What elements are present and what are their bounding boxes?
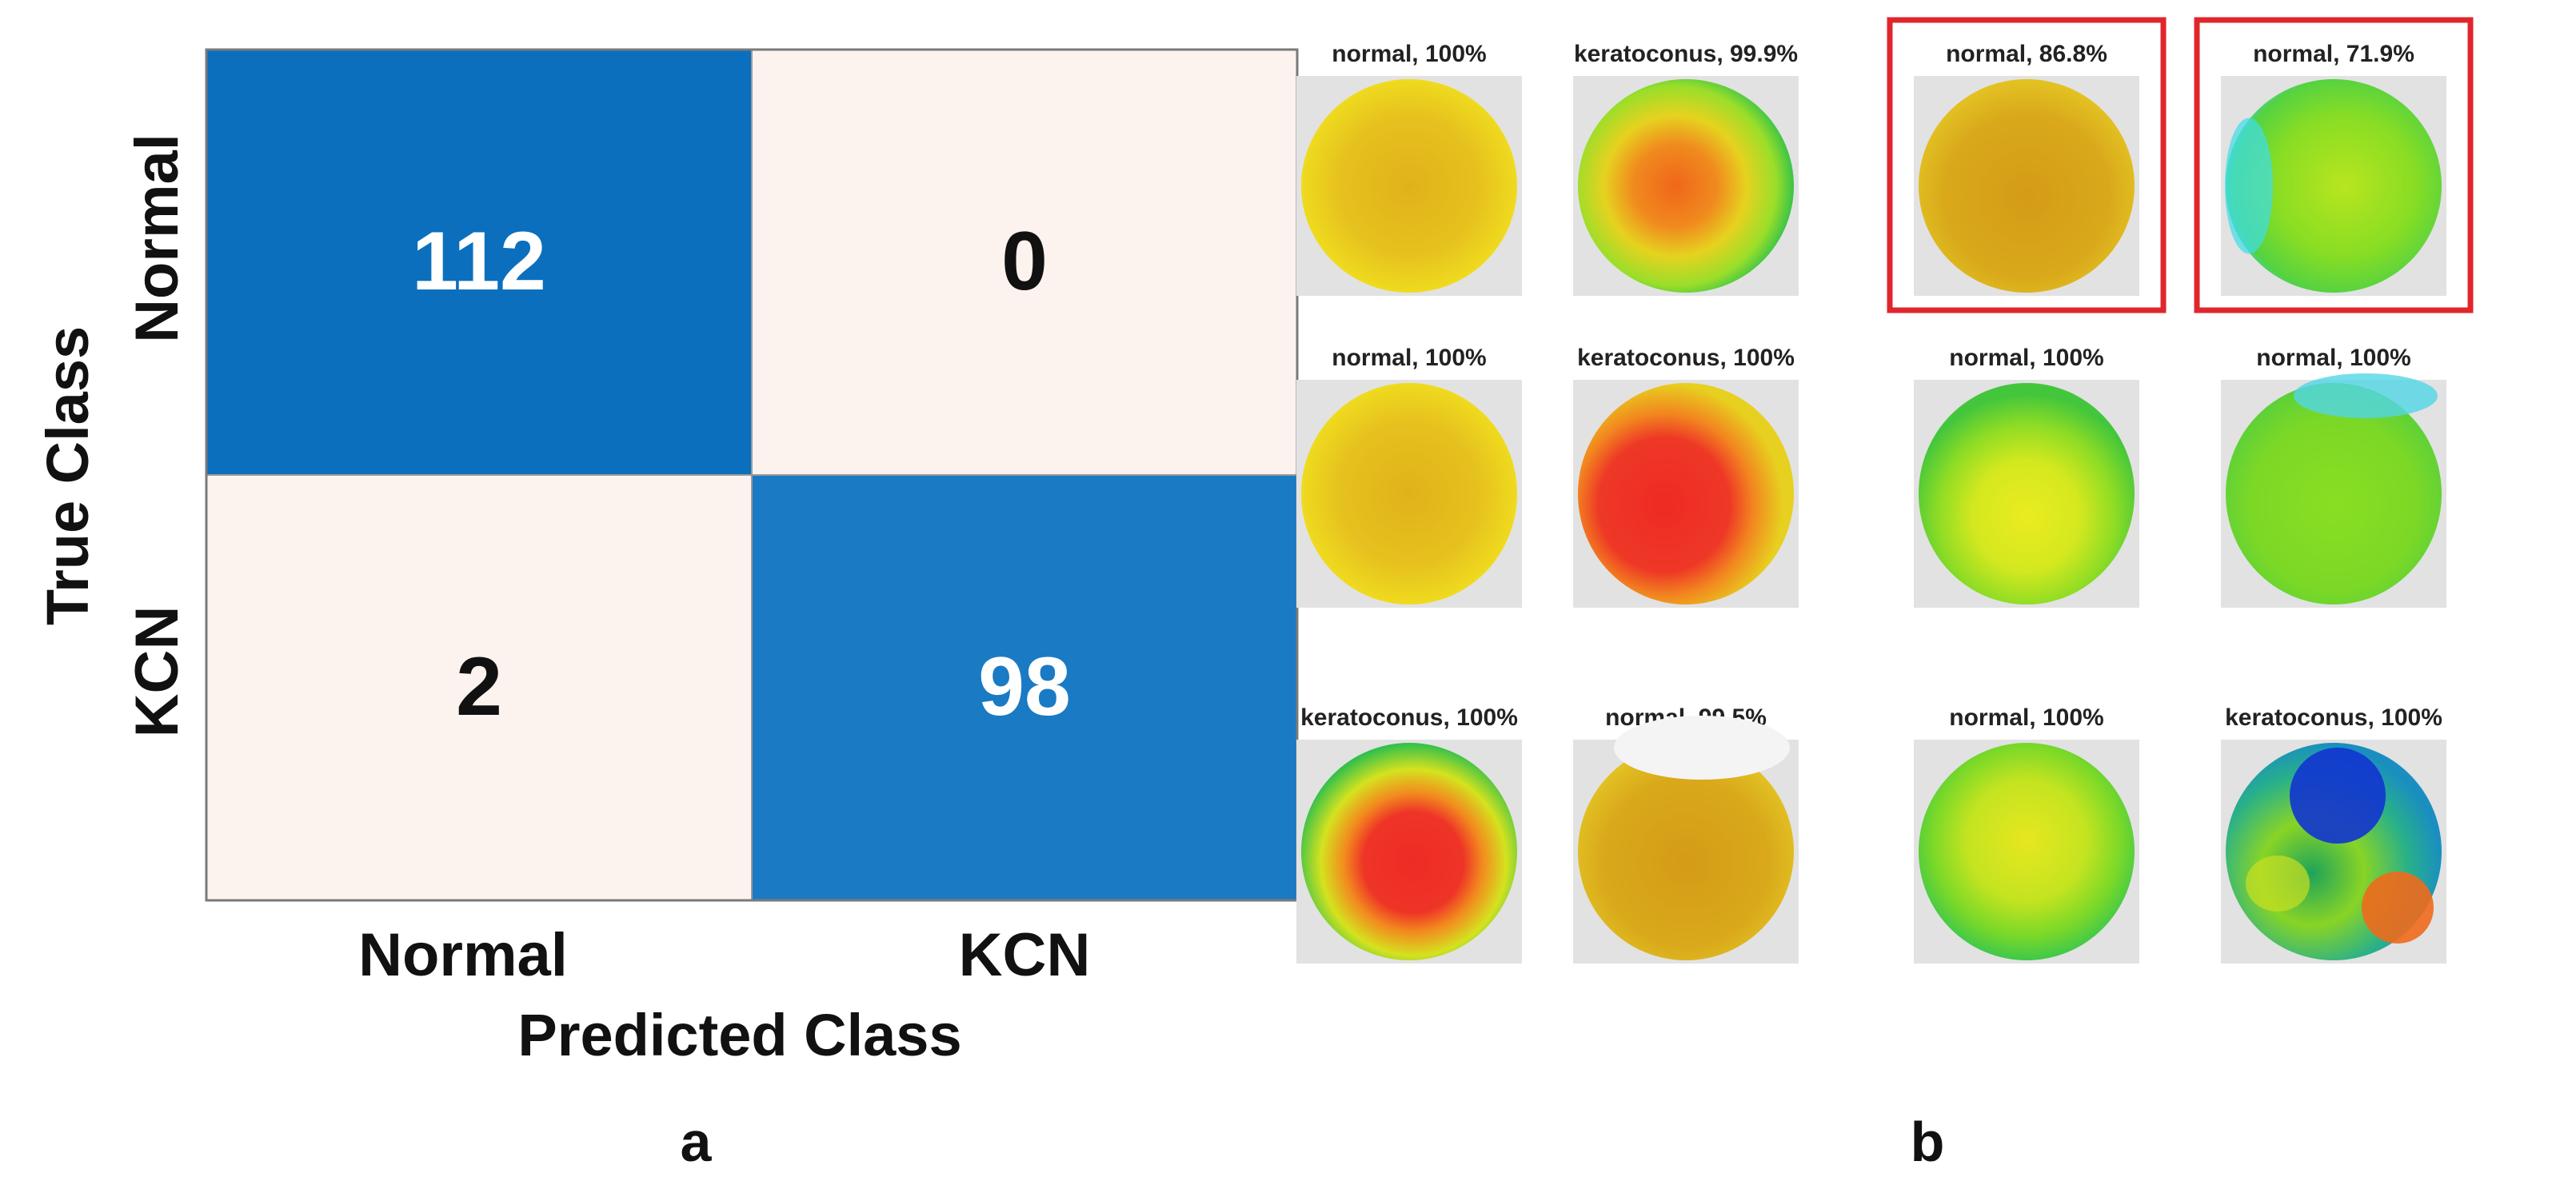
topography-accent	[2225, 118, 2273, 254]
cm-y-tick-label: KCN	[123, 606, 191, 738]
cm-x-tick-label: KCN	[959, 921, 1091, 989]
topography-accent	[1614, 716, 1790, 780]
cm-x-tick-label: Normal	[358, 921, 568, 989]
cm-cell	[751, 474, 1298, 901]
topography-map	[1301, 743, 1517, 960]
topography-map	[1919, 383, 2135, 604]
topography-map	[1578, 743, 1794, 960]
topography-label: normal, 100%	[1949, 345, 2103, 371]
topography-accent	[2294, 373, 2438, 418]
topography-map	[1919, 743, 2135, 960]
cm-cell-value: 98	[978, 640, 1071, 733]
topography-map	[1578, 383, 1794, 604]
topography-accent	[2290, 748, 2386, 844]
cm-cell-value: 112	[412, 215, 546, 308]
topography-label: keratoconus, 100%	[1577, 345, 1795, 371]
topography-map	[1919, 79, 2135, 293]
topography-label: normal, 100%	[1949, 704, 2103, 731]
panel-label-a: a	[681, 1111, 713, 1173]
topography-label: normal, 100%	[1332, 41, 1486, 67]
topography-map	[1578, 79, 1794, 293]
topography-grid: normal, 100% keratoconus, 99.9% normal, 86…	[1296, 17, 2474, 964]
topography-label: keratoconus, 99.9%	[1574, 41, 1798, 67]
cm-y-axis-title: True Class	[34, 326, 101, 625]
topography-label: normal, 100%	[2256, 345, 2410, 371]
topography-label: keratoconus, 100%	[2225, 704, 2442, 731]
cm-cell	[751, 49, 1298, 476]
topography-map	[2226, 79, 2442, 293]
cm-cell	[206, 49, 753, 476]
cm-cell	[206, 474, 753, 901]
cm-cell-value: 0	[1001, 215, 1048, 308]
highlight-box	[2194, 17, 2474, 313]
topography-label: normal, 100%	[1332, 345, 1486, 371]
topography-map	[1301, 79, 1517, 293]
topography-label: keratoconus, 100%	[1300, 704, 1518, 731]
cm-cell-value: 2	[456, 640, 502, 733]
cm-y-tick-label: Normal	[123, 134, 191, 343]
topography-map	[1301, 383, 1517, 604]
topography-label: normal, 86.8%	[1946, 41, 2107, 67]
confusion-matrix: 112 0 2 98 Normal KCN Normal KCN	[123, 48, 1299, 989]
topography-label: normal, 71.9%	[2253, 41, 2414, 67]
topography-accent	[2362, 872, 2434, 944]
highlight-box	[1887, 17, 2167, 313]
cm-x-axis-title: Predicted Class	[517, 1002, 961, 1068]
topography-map	[2226, 383, 2442, 604]
topography-accent	[2246, 856, 2310, 912]
panel-label-b: b	[1911, 1111, 1945, 1173]
